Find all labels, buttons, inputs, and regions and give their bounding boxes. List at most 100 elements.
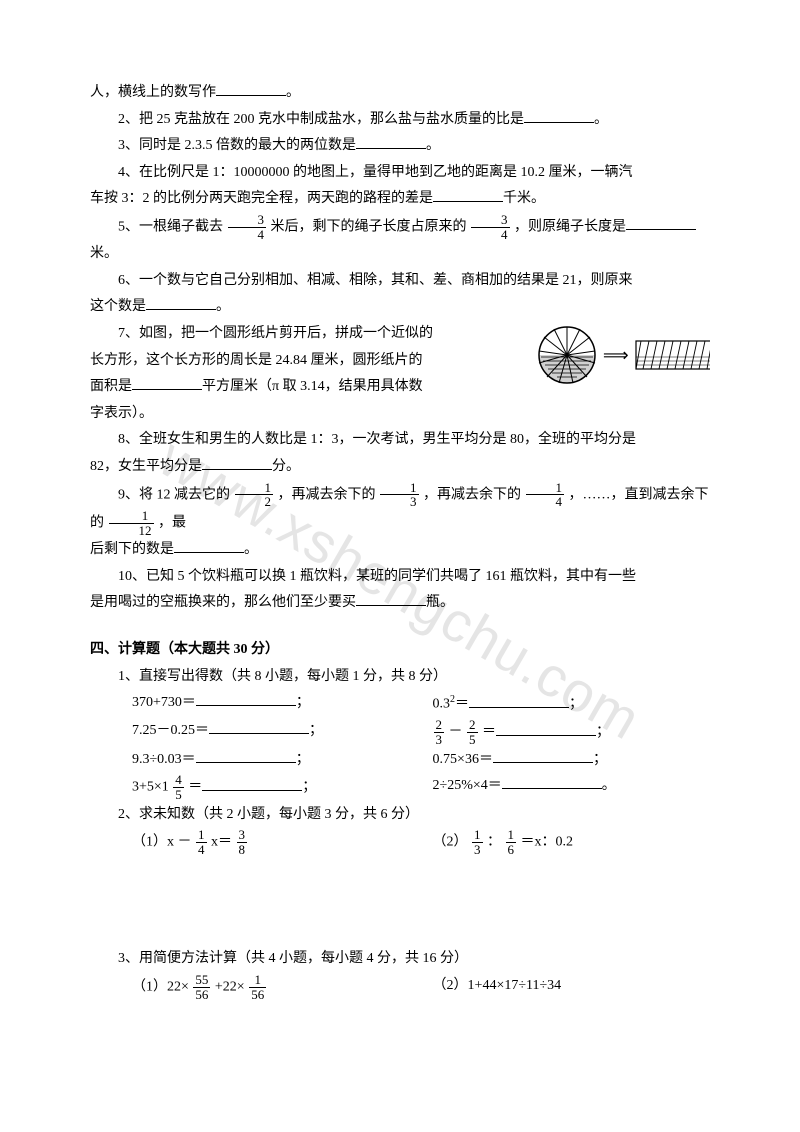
fraction: 156 bbox=[249, 973, 266, 1001]
semi: ； bbox=[296, 695, 310, 710]
q4-l2a: 车按 3：2 的比例分两天跑完全程，两天跑的路程的差是 bbox=[90, 191, 433, 206]
frac-den: 12 bbox=[109, 524, 154, 538]
calc: 2÷25%×4＝ bbox=[433, 778, 502, 793]
blank bbox=[469, 694, 569, 708]
fraction: 14 bbox=[196, 828, 207, 856]
frac-den: 56 bbox=[249, 988, 266, 1002]
q2-text: 2、把 25 克盐放在 200 克水中制成盐水，那么盐与盐水质量的比是 bbox=[118, 112, 524, 127]
blank bbox=[502, 775, 602, 789]
spacer bbox=[90, 856, 710, 946]
q7-l3a: 面积是 bbox=[90, 379, 132, 394]
blank bbox=[496, 722, 596, 736]
frac-den: 3 bbox=[472, 843, 483, 857]
blank bbox=[196, 692, 296, 706]
frac-den: 3 bbox=[380, 495, 419, 509]
q9a: 9、将 12 减去它的 bbox=[118, 487, 230, 502]
eq: ＝ bbox=[188, 780, 202, 795]
calc: ＝ bbox=[455, 697, 469, 712]
q10-l2: 是用喝过的空瓶换来的，那么他们至少要买瓶。 bbox=[90, 590, 710, 617]
frac-num: 1 bbox=[506, 828, 517, 843]
p2b: ： bbox=[487, 834, 501, 849]
frac-num: 1 bbox=[526, 481, 565, 496]
period: 。 bbox=[286, 85, 300, 100]
frac-num: 1 bbox=[380, 481, 419, 496]
blank bbox=[524, 109, 594, 123]
semi: ； bbox=[309, 723, 323, 738]
blank bbox=[132, 376, 202, 390]
fraction: 25 bbox=[467, 718, 478, 746]
fraction: 13 bbox=[380, 481, 419, 509]
blank bbox=[196, 749, 296, 763]
frac-num: 3 bbox=[228, 213, 267, 228]
frac-num: 55 bbox=[193, 973, 210, 988]
fraction: 34 bbox=[228, 213, 267, 241]
blank bbox=[493, 749, 593, 763]
q4-l1: 4、在比例尺是 1：10000000 的地图上，量得甲地到乙地的距离是 10.2… bbox=[90, 160, 710, 187]
q4-l2b: 千米。 bbox=[503, 191, 545, 206]
frac-num: 3 bbox=[237, 828, 248, 843]
top-fragment: 人，横线上的数写作 bbox=[90, 85, 216, 100]
frac-num: 1 bbox=[196, 828, 207, 843]
minus: － bbox=[449, 725, 463, 740]
q8-l2a: 82，女生平均分是 bbox=[90, 459, 202, 474]
fraction: 16 bbox=[506, 828, 517, 856]
p1b: +22× bbox=[215, 979, 245, 994]
frac-den: 5 bbox=[467, 733, 478, 747]
q9-l2b: 。 bbox=[244, 542, 258, 557]
calc-row-1: 370+730＝； 0.32＝； bbox=[132, 690, 710, 718]
q8-l2: 82，女生平均分是 分。 bbox=[90, 454, 710, 481]
semi: ； bbox=[569, 697, 583, 712]
calc-row-2: 7.25－0.25＝； 23 － 25 ＝； bbox=[132, 718, 710, 746]
q9-l1: 9、将 12 减去它的 12 ，再减去余下的 13 ，再减去余下的 14 ，……… bbox=[90, 481, 710, 538]
s4q2-row: （1）x － 14 x＝ 38 （2） 13 ： 16 ＝x：0.2 bbox=[132, 828, 710, 856]
calc-row-3: 9.3÷0.03＝； 0.75×36＝； bbox=[132, 747, 710, 774]
q9c: ，再减去余下的 bbox=[423, 487, 521, 502]
frac-den: 4 bbox=[526, 495, 565, 509]
top-fragment-line: 人，横线上的数写作 。 bbox=[90, 80, 710, 107]
document-content: 人，横线上的数写作。 2、把 25 克盐放在 200 克水中制成盐水，那么盐与盐… bbox=[90, 80, 710, 1001]
s4q3-title: 3、用简便方法计算（共 4 小题，每小题 4 分，共 16 分） bbox=[90, 946, 710, 973]
q10-l2b: 瓶。 bbox=[426, 595, 454, 610]
blank bbox=[356, 592, 426, 606]
q3-suf: 。 bbox=[426, 138, 440, 153]
frac-den: 2 bbox=[235, 495, 274, 509]
q9-l2a: 后剩下的数是 bbox=[90, 542, 174, 557]
blank bbox=[202, 456, 272, 470]
q2: 2、把 25 克盐放在 200 克水中制成盐水，那么盐与盐水质量的比是。 bbox=[90, 107, 710, 134]
fraction: 13 bbox=[472, 828, 483, 856]
calc: 370+730＝ bbox=[132, 695, 196, 710]
frac-den: 6 bbox=[506, 843, 517, 857]
q8-l2b: 分。 bbox=[272, 459, 300, 474]
q10-l1: 10、已知 5 个饮料瓶可以换 1 瓶饮料，某班的同学们共喝了 161 瓶饮料，… bbox=[90, 564, 710, 591]
q6-l2: 这个数是。 bbox=[90, 294, 710, 321]
frac-den: 56 bbox=[193, 988, 210, 1002]
calc: 0.3 bbox=[433, 697, 451, 712]
p2: （2）1+44×17÷11÷34 bbox=[433, 978, 562, 993]
fraction: 38 bbox=[237, 828, 248, 856]
frac-den: 8 bbox=[237, 843, 248, 857]
fraction: 45 bbox=[173, 773, 184, 801]
frac-num: 1 bbox=[235, 481, 274, 496]
blank bbox=[216, 82, 286, 96]
q8-l1: 8、全班女生和男生的人数比是 1：3，一次考试，男生平均分是 80，全班的平均分… bbox=[90, 427, 710, 454]
semi: ； bbox=[596, 725, 610, 740]
calc: 3+5×1 bbox=[132, 780, 169, 795]
p1b: x＝ bbox=[211, 834, 232, 849]
q3-text: 3、同时是 2.3.5 倍数的最大的两位数是 bbox=[118, 138, 356, 153]
q5d: 米。 bbox=[90, 246, 118, 261]
circle-diagram bbox=[535, 323, 597, 387]
q6-l2a: 这个数是 bbox=[90, 299, 146, 314]
q7-figure: ⟹ bbox=[535, 323, 710, 387]
fraction: 23 bbox=[434, 718, 445, 746]
q5c: ，则原绳子长度是 bbox=[514, 219, 626, 234]
blank bbox=[174, 539, 244, 553]
blank bbox=[356, 135, 426, 149]
s4q3-row: （1）22× 5556 +22× 156 （2）1+44×17÷11÷34 bbox=[132, 973, 710, 1001]
minus: － bbox=[178, 834, 192, 849]
frac-num: 2 bbox=[467, 718, 478, 733]
eq: ＝ bbox=[482, 725, 496, 740]
frac-num: 1 bbox=[249, 973, 266, 988]
calc-row-4: 3+5×1 45 ＝； 2÷25%×4＝。 bbox=[132, 773, 710, 801]
fraction: 112 bbox=[109, 509, 154, 537]
p2c: ＝x：0.2 bbox=[521, 834, 574, 849]
